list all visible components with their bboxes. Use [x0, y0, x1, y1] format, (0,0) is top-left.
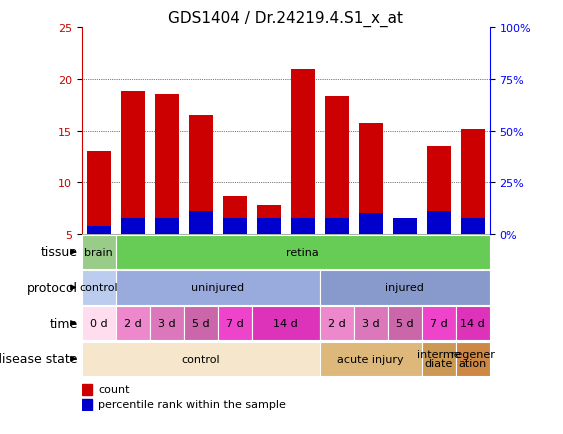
Text: GSM74286: GSM74286: [264, 236, 273, 277]
Bar: [120, 219, 145, 234]
Bar: [150, 306, 184, 340]
Text: interme
diate: interme diate: [417, 349, 461, 368]
Text: acute injury: acute injury: [337, 354, 404, 364]
Bar: [252, 306, 320, 340]
Bar: [422, 306, 456, 340]
Bar: [393, 220, 417, 234]
Text: regener
ation: regener ation: [451, 349, 495, 368]
Bar: [393, 219, 417, 234]
Bar: [82, 271, 115, 305]
Bar: [87, 226, 110, 234]
Text: GSM74261: GSM74261: [128, 236, 137, 277]
Text: disease state: disease state: [0, 352, 78, 365]
Bar: [359, 214, 383, 234]
Text: 7 d: 7 d: [226, 319, 244, 328]
Bar: [320, 271, 490, 305]
Text: control: control: [79, 283, 118, 293]
Text: 14 d: 14 d: [461, 319, 485, 328]
Text: 5 d: 5 d: [396, 319, 414, 328]
Title: GDS1404 / Dr.24219.4.S1_x_at: GDS1404 / Dr.24219.4.S1_x_at: [168, 11, 403, 27]
Bar: [155, 219, 178, 234]
Bar: [291, 69, 315, 234]
Text: brain: brain: [84, 247, 113, 257]
Text: tissue: tissue: [41, 246, 78, 259]
Bar: [120, 92, 145, 234]
Text: GSM74267: GSM74267: [468, 236, 477, 277]
Bar: [82, 342, 320, 376]
Bar: [325, 97, 348, 234]
Text: injured: injured: [385, 283, 424, 293]
Bar: [427, 212, 451, 234]
Bar: [456, 306, 490, 340]
Text: percentile rank within the sample: percentile rank within the sample: [98, 399, 286, 409]
Bar: [257, 205, 280, 234]
Text: retina: retina: [287, 247, 319, 257]
Bar: [427, 147, 451, 234]
Bar: [82, 399, 92, 410]
Bar: [320, 342, 422, 376]
Bar: [388, 306, 422, 340]
Text: 7 d: 7 d: [430, 319, 448, 328]
Text: GSM74284: GSM74284: [367, 236, 376, 277]
Text: control: control: [181, 354, 220, 364]
Text: count: count: [98, 384, 129, 394]
Text: GSM74282: GSM74282: [196, 236, 205, 277]
Bar: [257, 219, 280, 234]
Bar: [82, 306, 115, 340]
Bar: [461, 219, 485, 234]
Text: GSM74260: GSM74260: [94, 236, 103, 277]
Text: time: time: [50, 317, 78, 330]
Bar: [87, 152, 110, 234]
Bar: [320, 306, 354, 340]
Text: 2 d: 2 d: [328, 319, 346, 328]
Text: GSM74262: GSM74262: [162, 236, 171, 277]
Text: 3 d: 3 d: [158, 319, 176, 328]
Bar: [218, 306, 252, 340]
Text: GSM74264: GSM74264: [332, 236, 341, 277]
Bar: [461, 129, 485, 234]
Bar: [184, 306, 218, 340]
Bar: [456, 342, 490, 376]
Bar: [291, 219, 315, 234]
Text: 3 d: 3 d: [362, 319, 379, 328]
Text: GSM74288: GSM74288: [434, 236, 443, 277]
Bar: [359, 124, 383, 234]
Bar: [189, 212, 213, 234]
Text: 14 d: 14 d: [274, 319, 298, 328]
Bar: [115, 306, 150, 340]
Bar: [189, 116, 213, 234]
Text: 5 d: 5 d: [192, 319, 209, 328]
Text: 2 d: 2 d: [124, 319, 141, 328]
Bar: [223, 219, 247, 234]
Bar: [82, 235, 115, 269]
Bar: [115, 271, 320, 305]
Text: GSM74292: GSM74292: [230, 236, 239, 277]
Bar: [422, 342, 456, 376]
Text: protocol: protocol: [26, 281, 78, 294]
Bar: [325, 219, 348, 234]
Text: GSM74295: GSM74295: [400, 236, 409, 277]
Text: 0 d: 0 d: [90, 319, 108, 328]
Bar: [155, 95, 178, 234]
Bar: [354, 306, 388, 340]
Bar: [82, 384, 92, 395]
Text: uninjured: uninjured: [191, 283, 244, 293]
Text: GSM74265: GSM74265: [298, 236, 307, 277]
Bar: [223, 196, 247, 234]
